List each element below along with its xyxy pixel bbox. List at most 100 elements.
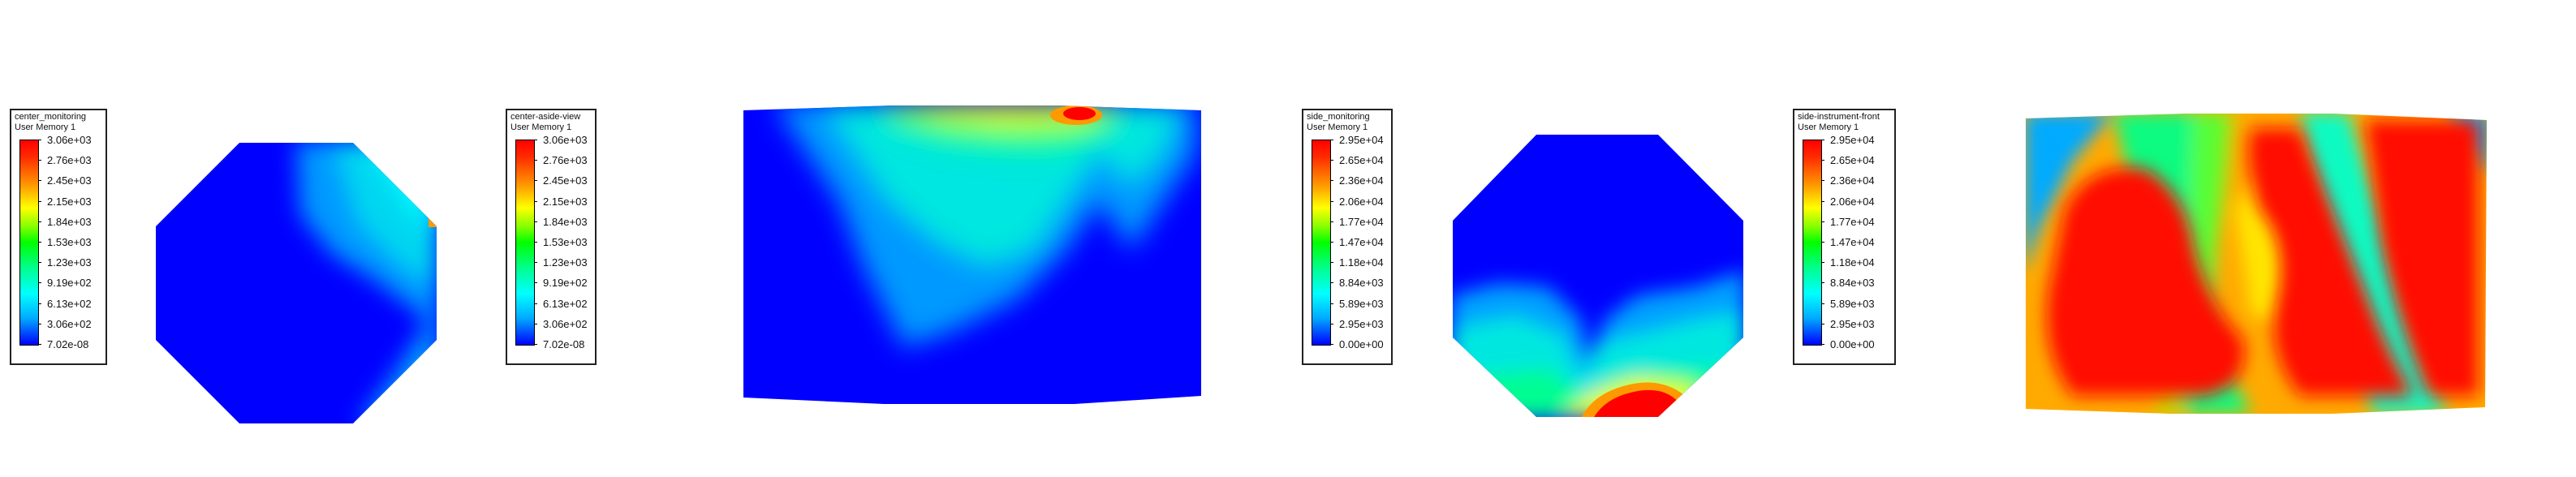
colorbar-tick-label: 2.36e+04	[1830, 174, 1875, 187]
colorbar-tick-label: 2.45e+03	[543, 174, 588, 187]
colorbar-tick	[1821, 221, 1824, 222]
colorbar-tick-label: 9.19e+02	[47, 277, 92, 290]
colorbar-tick-label: 6.13e+02	[47, 297, 92, 310]
colorbar-legend-center-aside-view: center-aside-view User Memory 1 3.06e+03…	[506, 109, 597, 365]
colorbar-tick-label: 2.06e+04	[1339, 195, 1384, 208]
colorbar-tick	[38, 180, 41, 182]
contour-plot-side-monitoring	[1451, 133, 1745, 419]
colorbar-tick-label: 1.18e+04	[1339, 256, 1384, 269]
colorbar-tick-label: 3.06e+03	[47, 134, 92, 146]
colorbar-tick-label: 7.02e-08	[543, 338, 585, 350]
colorbar-tick-label: 2.95e+04	[1339, 134, 1384, 146]
colorbar-tick	[534, 221, 537, 222]
colorbar-legend-side-instrument-front: side-instrument-front User Memory 1 2.95…	[1793, 109, 1896, 365]
colorbar-tick-label: 9.19e+02	[543, 277, 588, 290]
colorbar	[1803, 140, 1822, 346]
colorbar-tick-label: 0.00e+00	[1830, 338, 1875, 350]
colorbar-tick	[1330, 282, 1333, 284]
colorbar-legend-center-monitoring: center_monitoring User Memory 1 3.06e+03…	[10, 109, 107, 365]
colorbar-tick-label: 2.76e+03	[543, 154, 588, 167]
colorbar-tick-label: 7.02e-08	[47, 338, 89, 350]
colorbar-tick-label: 2.06e+04	[1830, 195, 1875, 208]
colorbar-tick-label: 1.18e+04	[1830, 256, 1875, 269]
colorbar-tick	[1330, 180, 1333, 182]
colorbar-tick-label: 0.00e+00	[1339, 338, 1384, 350]
legend-title: side_monitoring	[1307, 112, 1370, 122]
colorbar-tick	[1821, 180, 1824, 182]
colorbar-tick	[1821, 200, 1824, 202]
colorbar-tick	[38, 282, 41, 284]
colorbar-tick	[534, 242, 537, 243]
colorbar-tick	[534, 344, 537, 345]
colorbar-tick	[38, 200, 41, 202]
colorbar-tick-label: 1.77e+04	[1830, 215, 1875, 228]
legend-title: center_monitoring	[15, 112, 87, 122]
colorbar-tick	[1330, 344, 1333, 345]
colorbar-tick-label: 2.95e+03	[1830, 317, 1875, 330]
colorbar-tick	[1330, 262, 1333, 264]
colorbar-tick-label: 3.06e+02	[47, 317, 92, 330]
colorbar-tick	[1330, 221, 1333, 222]
colorbar-tick	[38, 221, 41, 222]
colorbar-tick-label: 2.95e+04	[1830, 134, 1875, 146]
colorbar-tick-label: 1.23e+03	[47, 256, 92, 269]
colorbar	[19, 140, 39, 346]
colorbar-tick	[1821, 262, 1824, 264]
colorbar-tick	[38, 344, 41, 345]
colorbar-tick	[534, 282, 537, 284]
colorbar-tick-label: 5.89e+03	[1339, 297, 1384, 310]
colorbar-legend-side-monitoring: side_monitoring User Memory 1 2.95e+04 2.…	[1302, 109, 1393, 365]
colorbar-tick	[1821, 242, 1824, 243]
colorbar-tick-label: 5.89e+03	[1830, 297, 1875, 310]
colorbar-tick	[534, 200, 537, 202]
colorbar-tick-label: 1.53e+03	[47, 236, 92, 248]
colorbar-tick	[1821, 160, 1824, 161]
colorbar-tick-label: 1.47e+04	[1339, 236, 1384, 248]
colorbar-tick	[534, 262, 537, 264]
legend-subtitle: User Memory 1	[1307, 122, 1368, 132]
legend-subtitle: User Memory 1	[15, 122, 76, 132]
colorbar-tick-label: 1.47e+04	[1830, 236, 1875, 248]
colorbar-tick	[1330, 160, 1333, 161]
legend-title: side-instrument-front	[1798, 112, 1880, 122]
colorbar-tick	[1821, 303, 1824, 304]
colorbar-ticks	[38, 140, 43, 346]
colorbar-tick	[1330, 242, 1333, 243]
colorbar-tick-label: 3.06e+02	[543, 317, 588, 330]
colorbar	[1312, 140, 1331, 346]
contour-plot-center-monitoring	[154, 141, 438, 425]
colorbar-tick-label: 1.77e+04	[1339, 215, 1384, 228]
colorbar-tick	[534, 160, 537, 161]
colorbar-tick-label: 2.76e+03	[47, 154, 92, 167]
colorbar-tick-label: 6.13e+02	[543, 297, 588, 310]
legend-title: center-aside-view	[510, 112, 581, 122]
colorbar-tick-label: 2.95e+03	[1339, 317, 1384, 330]
colorbar-ticks	[1330, 140, 1335, 346]
colorbar-tick	[1330, 303, 1333, 304]
colorbar-tick-label: 2.65e+04	[1339, 154, 1384, 167]
colorbar-tick	[38, 160, 41, 161]
colorbar-tick-label: 2.15e+03	[47, 195, 92, 208]
colorbar-tick-label: 2.15e+03	[543, 195, 588, 208]
colorbar	[515, 140, 535, 346]
colorbar-tick	[1821, 282, 1824, 284]
colorbar-ticks	[534, 140, 539, 346]
legend-subtitle: User Memory 1	[510, 122, 572, 132]
colorbar-tick	[38, 303, 41, 304]
colorbar-tick-label: 2.45e+03	[47, 174, 92, 187]
colorbar-ticks	[1821, 140, 1826, 346]
colorbar-tick	[1330, 200, 1333, 202]
colorbar-tick	[38, 262, 41, 264]
colorbar-tick	[1821, 344, 1824, 345]
colorbar-tick-label: 8.84e+03	[1830, 277, 1875, 290]
colorbar-tick	[38, 242, 41, 243]
colorbar-tick	[534, 180, 537, 182]
contour-plot-side-instrument-front	[2024, 112, 2488, 414]
colorbar-tick-label: 3.06e+03	[543, 134, 588, 146]
colorbar-tick-label: 1.23e+03	[543, 256, 588, 269]
colorbar-tick-label: 1.84e+03	[47, 215, 92, 228]
contour-plot-center-aside-view	[742, 104, 1203, 406]
colorbar-tick-label: 2.65e+04	[1830, 154, 1875, 167]
colorbar-tick-label: 2.36e+04	[1339, 174, 1384, 187]
colorbar-tick-label: 8.84e+03	[1339, 277, 1384, 290]
